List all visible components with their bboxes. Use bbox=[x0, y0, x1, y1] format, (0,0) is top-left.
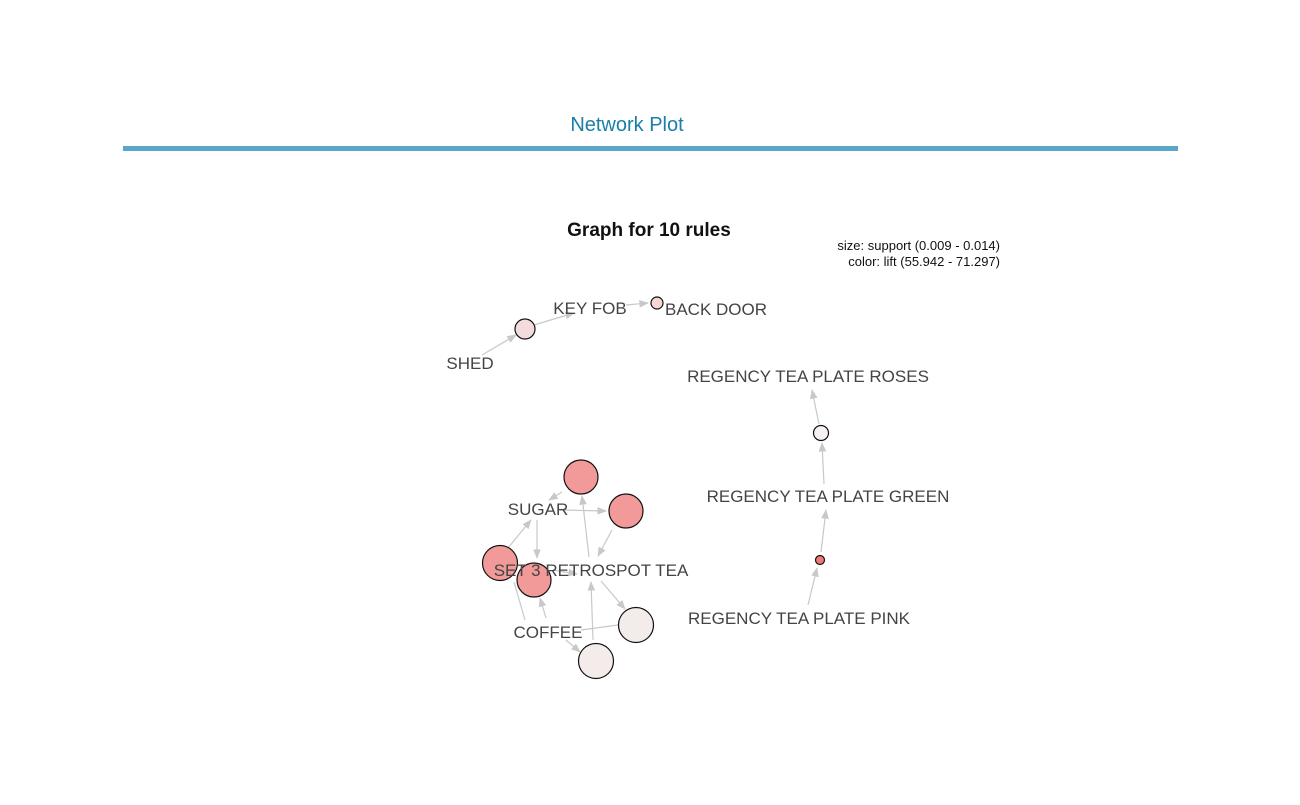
edge bbox=[513, 581, 526, 621]
edge bbox=[507, 519, 532, 549]
rule-node[interactable] bbox=[617, 606, 655, 644]
item-label-back-door: BACK DOOR bbox=[665, 300, 767, 319]
item-label-sugar: SUGAR bbox=[508, 500, 568, 519]
edge bbox=[818, 442, 827, 485]
edge bbox=[538, 597, 547, 619]
rule-node[interactable] bbox=[814, 554, 826, 566]
item-label-set3-retrospot-tea: SET 3 RETROSPOT TEA bbox=[494, 561, 689, 580]
rule-node[interactable] bbox=[608, 493, 644, 529]
rule-node[interactable] bbox=[514, 318, 536, 340]
item-label-coffee: COFFEE bbox=[514, 623, 583, 642]
item-label-regency-roses: REGENCY TEA PLATE ROSES bbox=[687, 367, 929, 386]
rule-node[interactable] bbox=[516, 562, 552, 598]
tab-header: Network Plot bbox=[123, 110, 1178, 152]
edge bbox=[565, 639, 581, 653]
item-label-regency-pink: REGENCY TEA PLATE PINK bbox=[688, 609, 911, 628]
edge bbox=[587, 581, 596, 641]
edge bbox=[559, 506, 607, 515]
edge bbox=[600, 580, 626, 610]
tab-network-plot[interactable]: Network Plot bbox=[570, 114, 684, 136]
rule-node[interactable] bbox=[481, 544, 519, 582]
edges bbox=[481, 299, 829, 653]
plot-title: Graph for 10 rules bbox=[567, 220, 731, 241]
item-label-key-fob: KEY FOB bbox=[553, 299, 626, 318]
edge bbox=[809, 389, 820, 425]
rule-node[interactable] bbox=[650, 296, 664, 310]
legend-size: size: support (0.009 - 0.014) bbox=[837, 238, 1000, 253]
edge bbox=[481, 334, 517, 356]
rule-node[interactable] bbox=[577, 642, 615, 680]
item-labels: SHED KEY FOB BACK DOOR REGENCY TEA PLATE… bbox=[446, 299, 949, 642]
legend-color: color: lift (55.942 - 71.297) bbox=[848, 254, 1000, 269]
edge bbox=[597, 529, 613, 557]
tab-underline bbox=[123, 146, 1178, 151]
item-label-shed: SHED bbox=[446, 354, 493, 373]
edge bbox=[820, 509, 829, 553]
edge bbox=[625, 299, 649, 308]
rule-node[interactable] bbox=[812, 424, 830, 442]
edge bbox=[580, 624, 619, 631]
edge bbox=[579, 495, 590, 558]
edge bbox=[548, 491, 563, 501]
item-label-regency-green: REGENCY TEA PLATE GREEN bbox=[707, 487, 950, 506]
edge bbox=[533, 311, 575, 326]
rule-nodes bbox=[481, 296, 830, 680]
edge bbox=[807, 567, 819, 606]
rule-node[interactable] bbox=[563, 459, 599, 495]
edge bbox=[552, 568, 578, 577]
